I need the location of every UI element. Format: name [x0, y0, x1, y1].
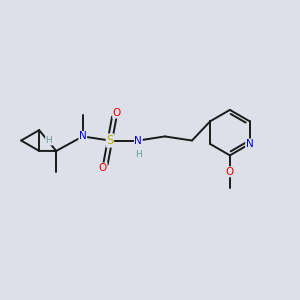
Text: S: S	[106, 134, 114, 147]
Text: H: H	[46, 136, 52, 145]
Text: H: H	[135, 150, 142, 159]
Text: O: O	[99, 163, 107, 173]
Text: N: N	[246, 139, 254, 149]
Text: N: N	[79, 131, 87, 141]
Text: O: O	[226, 167, 234, 177]
Text: O: O	[113, 108, 121, 118]
Text: N: N	[134, 136, 142, 146]
